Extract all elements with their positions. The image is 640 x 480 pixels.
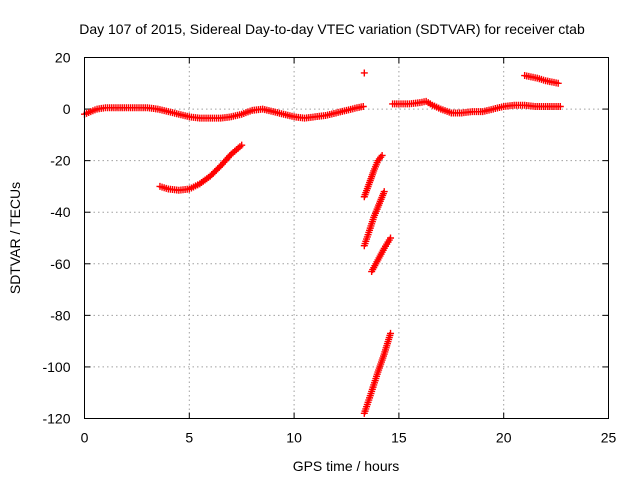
x-tick-label: 20 <box>496 430 512 446</box>
x-tick-label: 10 <box>286 430 302 446</box>
data-point <box>556 102 564 110</box>
data-point <box>387 329 395 337</box>
y-tick-label: -100 <box>42 359 70 375</box>
data-point <box>380 188 388 196</box>
data-point <box>238 141 246 149</box>
data-point <box>360 69 368 77</box>
y-tick-label: -120 <box>42 411 70 427</box>
data-point <box>387 234 395 242</box>
y-tick-label: -40 <box>50 204 70 220</box>
tick-labels: 0 5 10 15 20 25 -120 -100 -80 -60 -40 -20 0 20 <box>42 50 616 446</box>
plot-frame <box>84 57 609 419</box>
y-tick-label: 20 <box>55 50 71 66</box>
data-point <box>554 79 562 87</box>
x-tick-label: 25 <box>601 430 617 446</box>
chart-title: Day 107 of 2015, Sidereal Day-to-day VTE… <box>79 21 585 37</box>
grid-lines <box>84 57 609 419</box>
y-axis-label: SDTVAR / TECUs <box>7 182 23 294</box>
data-point <box>359 102 367 110</box>
y-tick-label: -20 <box>50 153 70 169</box>
data-marks <box>81 69 564 417</box>
y-tick-label: 0 <box>63 101 71 117</box>
x-axis-label: GPS time / hours <box>293 458 400 474</box>
y-tick-label: -80 <box>50 307 70 323</box>
x-tick-label: 0 <box>81 430 89 446</box>
data-point <box>378 151 386 159</box>
x-tick-label: 15 <box>391 430 407 446</box>
x-tick-label: 5 <box>185 430 193 446</box>
y-tick-label: -60 <box>50 256 70 272</box>
